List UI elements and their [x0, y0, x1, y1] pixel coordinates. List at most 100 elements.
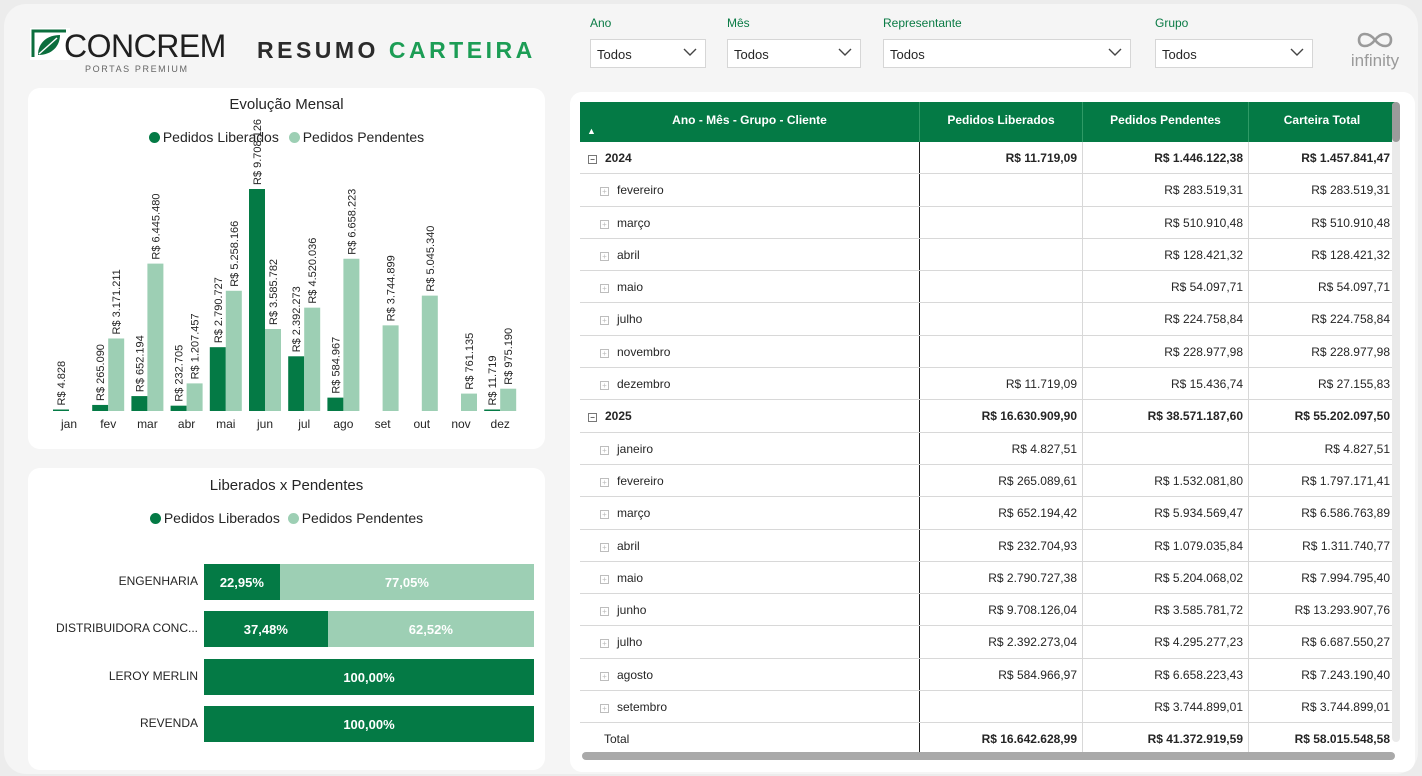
legend-dot-pendentes [288, 132, 300, 143]
bar-pendentes[interactable] [186, 383, 203, 411]
expand-icon[interactable]: + [600, 219, 609, 229]
table-row[interactable]: + maio R$ 2.790.727,38 R$ 5.204.068,02 R$ 7.… [580, 561, 1395, 595]
hbar-row[interactable]: LEROY MERLIN 100,00% [28, 659, 548, 695]
bar-liberados[interactable] [288, 356, 305, 411]
x-tick-label: abr [178, 417, 195, 431]
cell-pendentes: R$ 5.204.068,02 [1083, 561, 1249, 594]
table-row[interactable]: + abril R$ 128.421,32 R$ 128.421,32 [580, 238, 1395, 272]
hbar-category-label: ENGENHARIA [118, 574, 198, 588]
cell-liberados [920, 238, 1083, 271]
bar-liberados[interactable] [53, 409, 69, 412]
table-row-year[interactable]: −2024 R$ 11.719,09 R$ 1.446.122,38 R$ 1.457… [580, 142, 1395, 175]
table-row[interactable]: + agosto R$ 584.966,97 R$ 6.658.223,43 R$ 7.… [580, 658, 1395, 692]
hbar-row[interactable]: ENGENHARIA 22,95% 77,05% [28, 564, 548, 600]
expand-icon[interactable]: + [600, 639, 609, 649]
bar-pendentes[interactable] [225, 290, 242, 411]
bar-pendentes[interactable] [108, 338, 125, 411]
collapse-icon[interactable]: − [588, 413, 597, 423]
table-row-total[interactable]: Total R$ 16.642.628,99 R$ 41.372.919,59 R$ … [580, 723, 1395, 756]
table-row[interactable]: + julho R$ 2.392.273,04 R$ 4.295.277,23 R$ 6… [580, 626, 1395, 659]
col-header-hierarchy[interactable]: Ano - Mês - Grupo - Cliente ▲ [580, 102, 920, 142]
bar-pendentes[interactable] [382, 325, 399, 411]
expand-icon[interactable]: + [600, 574, 609, 584]
hbar-segment-liberados[interactable]: 100,00% [204, 659, 534, 695]
col-header-total[interactable]: Carteira Total [1283, 113, 1361, 127]
expand-icon[interactable]: + [600, 704, 609, 714]
table-row[interactable]: + março R$ 652.194,42 R$ 5.934.569,47 R$ 6.5… [580, 497, 1395, 530]
cell-liberados: R$ 584.966,97 [920, 658, 1083, 691]
expand-icon[interactable]: + [600, 316, 609, 326]
bar-liberados[interactable] [249, 189, 265, 411]
sort-up-icon[interactable]: ▲ [587, 126, 596, 136]
expand-icon[interactable]: + [600, 542, 609, 552]
expand-icon[interactable]: + [600, 251, 609, 261]
bar-liberados[interactable] [484, 409, 501, 412]
bar-pendentes[interactable] [421, 295, 438, 411]
scrollbar-thumb[interactable] [1392, 102, 1400, 142]
hbar-segment-pendentes[interactable]: 62,52% [327, 611, 534, 647]
table-row[interactable]: + maio R$ 54.097,71 R$ 54.097,71 [580, 271, 1395, 304]
filter-ano-select[interactable]: Todos [590, 39, 706, 68]
bar-liberados[interactable] [92, 404, 109, 411]
row-label: agosto [617, 667, 654, 682]
table-row[interactable]: + dezembro R$ 11.719,09 R$ 15.436,74 R$ 27.1… [580, 368, 1395, 401]
row-label-cell: + julho [580, 303, 920, 335]
horizontal-scrollbar[interactable] [582, 752, 1395, 760]
expand-icon[interactable]: + [600, 348, 609, 358]
table-row-year[interactable]: −2025 R$ 16.630.909,90 R$ 38.571.187,60 R$ … [580, 400, 1395, 433]
bar-liberados[interactable] [327, 397, 344, 411]
filter-grupo-select[interactable]: Todos [1155, 39, 1313, 68]
filter-ano: Ano Todos [590, 16, 706, 68]
filter-value: Todos [1162, 47, 1197, 62]
hbar-segment-pendentes[interactable]: 77,05% [279, 564, 534, 600]
bar-liberados[interactable] [131, 396, 148, 411]
table-row[interactable]: + novembro R$ 228.977,98 R$ 228.977,98 [580, 335, 1395, 369]
brand-sub: PORTAS PREMIUM [85, 64, 189, 74]
partner-name: infinity [1350, 51, 1400, 70]
table-row[interactable]: + setembro R$ 3.744.899,01 R$ 3.744.899,01 [580, 691, 1395, 724]
bar-pendentes[interactable] [265, 329, 281, 411]
expand-icon[interactable]: + [600, 381, 609, 391]
hbar-segment-liberados[interactable]: 22,95% [204, 564, 280, 600]
table-row[interactable]: + abril R$ 232.704,93 R$ 1.079.035,84 R$ 1.3… [580, 529, 1395, 562]
cell-total: R$ 1.457.841,47 [1301, 151, 1390, 165]
expand-icon[interactable]: + [600, 445, 609, 455]
hbar-row[interactable]: DISTRIBUIDORA CONC... 37,48% 62,52% [28, 611, 548, 647]
col-header-pendentes[interactable]: Pedidos Pendentes [1083, 102, 1249, 142]
expand-icon[interactable]: + [600, 607, 609, 617]
expand-icon[interactable]: + [600, 284, 609, 294]
table-row[interactable]: + fevereiro R$ 265.089,61 R$ 1.532.081,80 R$… [580, 464, 1395, 498]
bar-liberados[interactable] [209, 347, 226, 411]
table-row[interactable]: + julho R$ 224.758,84 R$ 224.758,84 [580, 303, 1395, 336]
bar-pendentes[interactable] [304, 307, 321, 411]
cell-liberados [920, 206, 1083, 238]
hbar-segment-liberados[interactable]: 37,48% [204, 611, 328, 647]
liberados-pendentes-card: Liberados x Pendentes Pedidos Liberados … [28, 468, 545, 770]
cell-liberados: R$ 232.704,93 [920, 529, 1083, 561]
bar-pendentes[interactable] [461, 393, 477, 411]
table-row[interactable]: + março R$ 510.910,48 R$ 510.910,48 [580, 206, 1395, 239]
table-row[interactable]: + janeiro R$ 4.827,51 R$ 4.827,51 [580, 432, 1395, 465]
bar-value-label: R$ 3.585.782 [268, 259, 280, 325]
expand-icon[interactable]: + [600, 510, 609, 520]
table-row[interactable]: + junho R$ 9.708.126,04 R$ 3.585.781,72 R$ 1… [580, 594, 1395, 627]
bar-pendentes[interactable] [500, 388, 517, 411]
hbar-segment-liberados[interactable]: 100,00% [204, 706, 534, 742]
filter-representante-select[interactable]: Todos [883, 39, 1131, 68]
expand-icon[interactable]: + [600, 671, 609, 681]
legend-liberados: Pedidos Liberados [162, 129, 279, 145]
expand-icon[interactable]: + [600, 187, 609, 197]
col-header-liberados[interactable]: Pedidos Liberados [920, 102, 1083, 142]
bar-value-label: R$ 265.090 [95, 344, 107, 401]
hbar-row[interactable]: REVENDA 100,00% [28, 706, 548, 742]
bar-liberados[interactable] [170, 405, 187, 411]
collapse-icon[interactable]: − [588, 155, 597, 164]
table-row[interactable]: + fevereiro R$ 283.519,31 R$ 283.519,31 [580, 174, 1395, 207]
bar-pendentes[interactable] [147, 263, 164, 411]
bar-pendentes[interactable] [343, 258, 360, 411]
expand-icon[interactable]: + [600, 477, 609, 487]
vertical-scrollbar[interactable] [1392, 102, 1400, 742]
cell-pendentes: R$ 510.910,48 [1083, 206, 1249, 238]
row-label-cell: + abril [580, 529, 920, 561]
filter-mes-select[interactable]: Todos [727, 39, 861, 68]
